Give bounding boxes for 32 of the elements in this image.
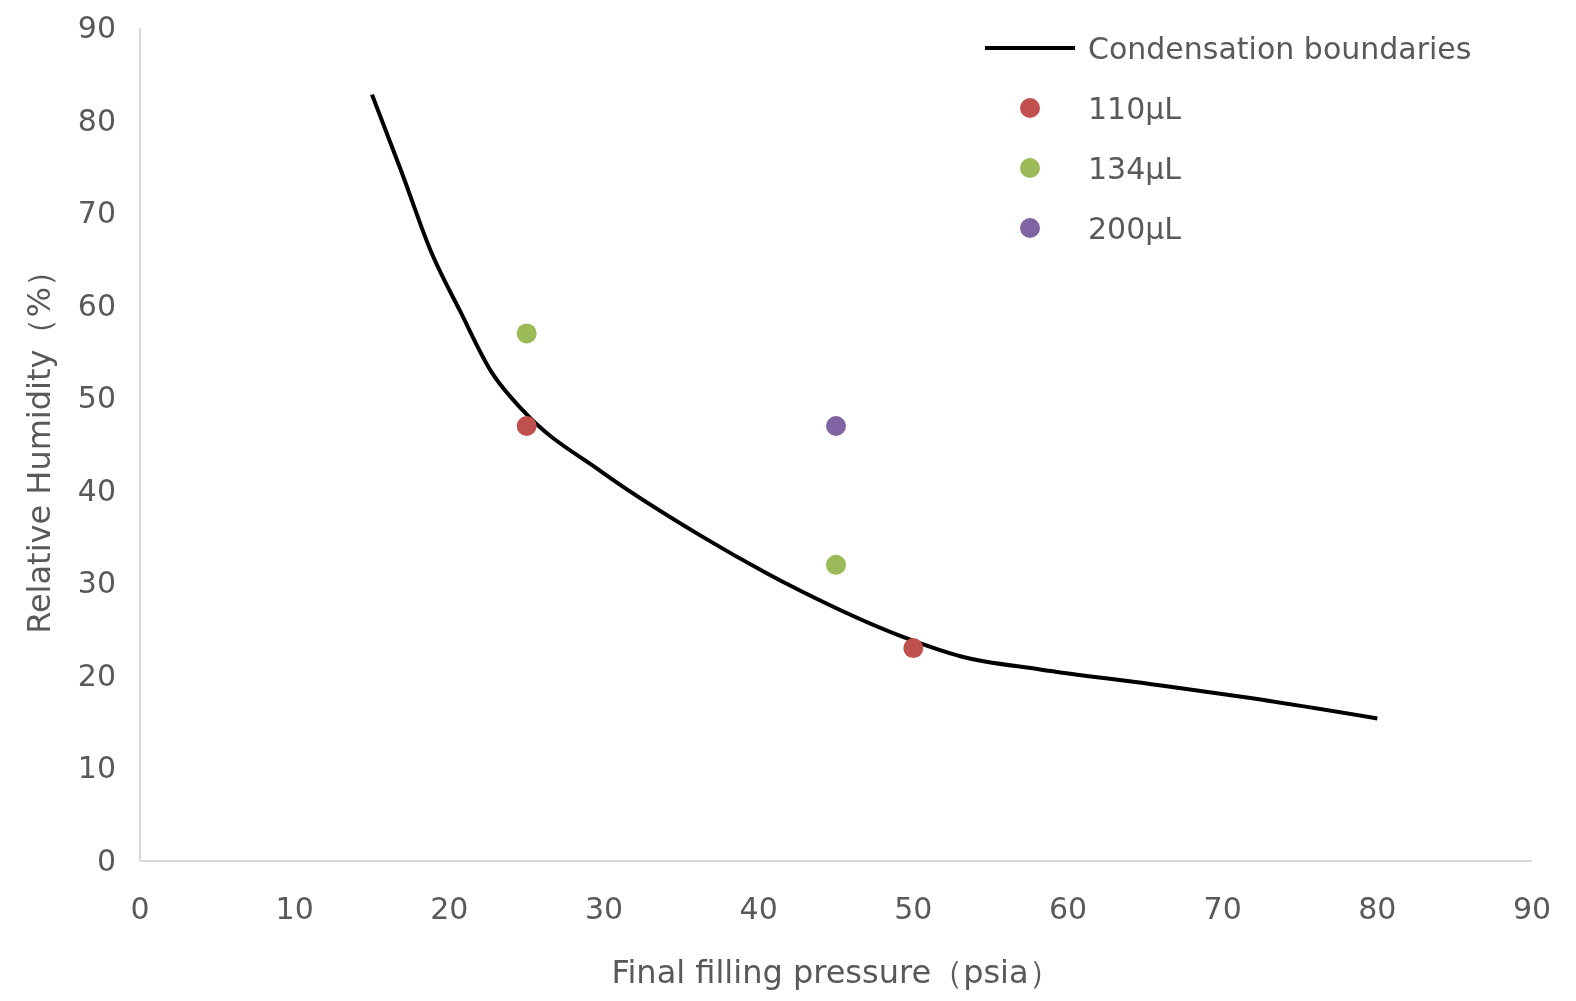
- y-tick-label: 60: [77, 287, 116, 323]
- y-tick-label: 70: [77, 195, 116, 231]
- legend-label: 134μL: [1088, 151, 1182, 186]
- point: [516, 415, 537, 436]
- x-tick-label: 60: [1048, 891, 1088, 926]
- y-tick-label: 0: [96, 843, 116, 878]
- x-axis-title: Final filling pressure（psia）: [611, 953, 1061, 991]
- legend-label: Condensation boundaries: [1088, 31, 1472, 66]
- y-tick-label: 90: [77, 10, 116, 45]
- y-tick-label: 10: [77, 750, 116, 786]
- legend-label: 110μL: [1088, 91, 1182, 126]
- x-tick-label: 50: [894, 891, 933, 926]
- legend-label: 200μL: [1088, 211, 1182, 246]
- x-tick-label: 30: [584, 891, 624, 926]
- point: [826, 415, 846, 436]
- x-tick-label: 70: [1203, 891, 1242, 926]
- y-tick-label: 80: [77, 102, 116, 138]
- point: [903, 638, 924, 659]
- x-tick-label: 40: [739, 891, 778, 926]
- y-tick-label: 20: [77, 657, 116, 693]
- y-axis-title: Relative Humidity（%）: [20, 255, 58, 634]
- y-tick-label: 40: [77, 472, 116, 508]
- x-tick-label: 90: [1512, 891, 1552, 926]
- x-tick-label: 20: [430, 891, 469, 926]
- point: [826, 554, 846, 575]
- point: [516, 323, 537, 344]
- line-series: [370, 92, 1380, 721]
- y-tick-label: 30: [77, 565, 116, 601]
- y-tick-label: 50: [77, 380, 116, 416]
- x-tick-label: 10: [275, 891, 314, 926]
- x-tick-label: 80: [1358, 891, 1397, 926]
- x-tick-label: 0: [130, 891, 150, 926]
